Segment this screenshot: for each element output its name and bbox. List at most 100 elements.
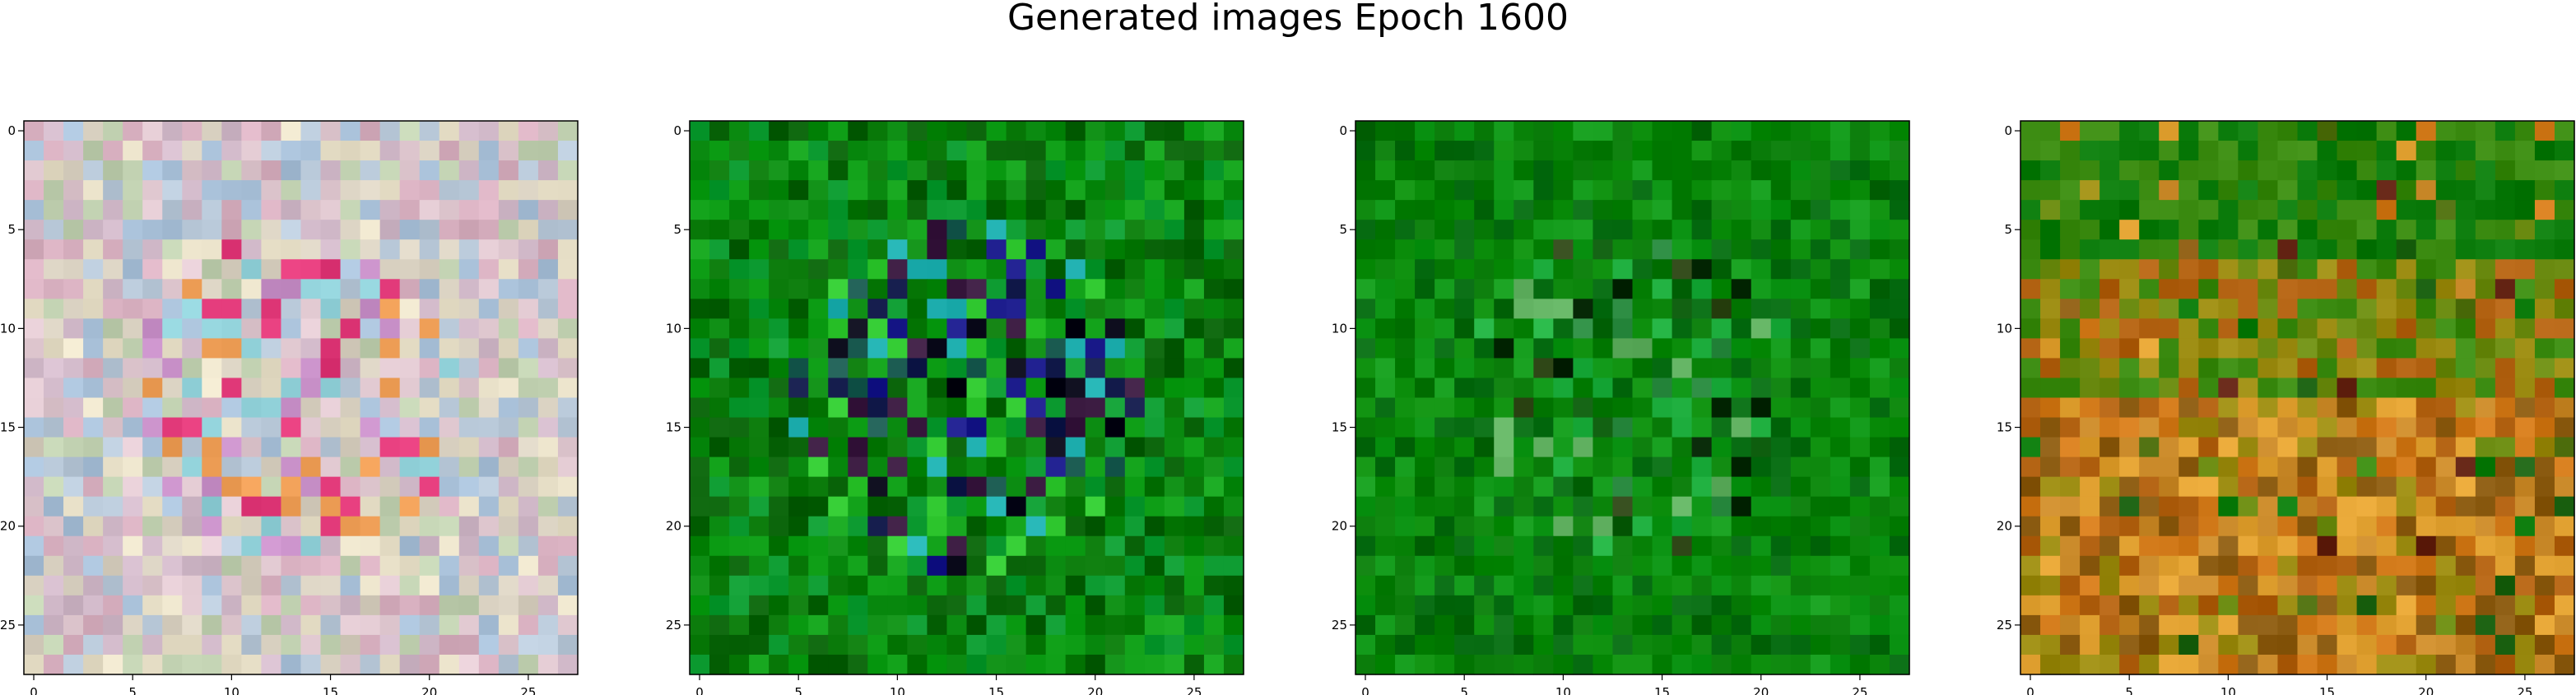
image-pixel [300,378,322,399]
image-pixel [1889,456,1910,478]
image-pixel [2040,259,2061,280]
image-pixel [1203,141,1225,161]
image-pixel [1223,535,1244,557]
image-pixel [1144,654,1165,675]
image-pixel [2495,535,2516,557]
image-pixel [419,535,440,557]
image-pixel [1612,535,1634,557]
image-pixel [2376,259,2397,280]
image-pixel [320,614,342,636]
image-pixel [360,516,381,537]
image-pixel [927,279,948,299]
image-pixel [182,378,202,399]
image-pixel [2317,338,2338,359]
image-pixel [2080,654,2100,675]
image-pixel [1751,338,1772,359]
image-pixel [1711,200,1732,220]
image-pixel [1494,279,1514,299]
image-pixel [2159,476,2179,498]
image-pixel [142,141,163,161]
image-pixel [241,259,263,280]
image-pixel [2376,239,2397,260]
image-pixel [1553,654,1574,675]
image-pixel [1494,397,1514,419]
image-pixel [2277,180,2299,201]
image-pixel [537,141,559,161]
image-pixel [1454,634,1475,656]
image-pixel [1612,555,1634,577]
image-pixel [478,220,500,240]
image-pixel [808,279,829,299]
image-pixel [44,437,64,458]
image-pixel [1553,318,1574,339]
image-pixel [828,160,849,181]
image-pixel [986,220,1007,240]
image-pixel [2337,555,2358,577]
image-pixel [1573,437,1594,458]
image-pixel [1434,516,1455,537]
image-pixel [1355,239,1376,260]
image-pixel [1203,378,1225,399]
image-pixel [1434,555,1455,577]
image-pixel [103,338,123,359]
image-pixel [44,614,64,636]
image-pixel [2495,595,2516,616]
image-pixel [2238,555,2259,577]
image-pixel [1203,417,1225,438]
image-pixel [261,535,282,557]
image-pixel [320,160,342,181]
image-pixel [1652,121,1673,141]
image-pixel [2277,299,2299,319]
image-pixel [63,456,84,478]
image-pixel [379,279,401,299]
image-pixel [1553,417,1574,438]
image-pixel [83,456,104,478]
image-pixel [1869,141,1890,161]
image-pixel [2297,220,2318,240]
image-pixel [2139,516,2160,537]
image-pixel [1632,299,1653,319]
image-pixel [1104,279,1126,299]
image-pixel [1751,437,1772,458]
image-pixel [1085,595,1106,616]
image-pixel [2238,200,2259,220]
image-pixel [202,318,222,339]
image-pixel [2277,338,2299,359]
image-pixel [946,180,968,201]
image-pixel [1593,654,1614,675]
image-pixel [281,259,302,280]
image-pixel [2020,614,2041,636]
y-tick-label: 5 [2004,222,2012,237]
image-pixel [2178,338,2199,359]
image-pixel [63,141,84,161]
image-pixel [537,417,559,438]
image-pixel [241,358,263,379]
image-pixel [439,417,460,438]
image-pixel [1183,121,1205,141]
image-pixel [142,456,163,478]
image-pixel [2020,180,2041,201]
image-pixel [2475,180,2496,201]
image-pixel [340,299,361,319]
image-pixel [1355,456,1376,478]
image-pixel [1355,200,1376,220]
image-pixel [1006,318,1027,339]
image-pixel [1810,456,1831,478]
image-pixel [241,654,263,675]
image-pixel [848,121,868,141]
image-pixel [2060,318,2081,339]
image-pixel [1006,417,1027,438]
axes-frame [2020,120,2575,675]
image-pixel [2416,654,2437,675]
image-pixel [828,180,849,201]
image-pixel [2060,437,2081,458]
image-pixel [2099,121,2120,141]
image-pixel [2396,121,2417,141]
image-pixel [2218,279,2239,299]
image-pixel [340,456,361,478]
image-pixel [24,397,44,419]
image-pixel [729,318,750,339]
image-pixel [162,595,183,616]
image-pixel [1144,614,1165,636]
